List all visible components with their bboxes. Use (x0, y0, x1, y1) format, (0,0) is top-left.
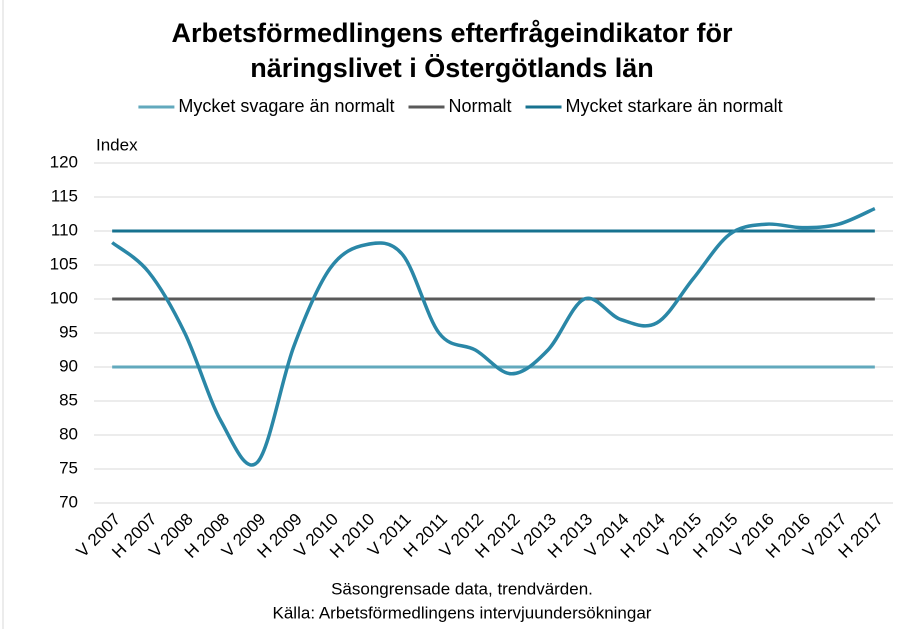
y-axis-label: Index (96, 135, 138, 154)
chart-title: Arbetsförmedlingens efterfrågeindikator … (171, 18, 733, 48)
legend-label: Mycket svagare än normalt (178, 96, 394, 116)
y-tick-label: 90 (59, 356, 78, 375)
line-series (111, 206, 876, 467)
y-tick-label: 115 (51, 186, 78, 205)
legend: Mycket svagare än normalt Normalt Mycket s… (138, 96, 783, 116)
y-tick-label: 100 (50, 288, 78, 307)
legend-label: Normalt (449, 96, 512, 116)
y-tick-label: 70 (59, 492, 78, 511)
y-tick-label: 75 (59, 458, 78, 477)
y-tick-label: 80 (59, 424, 78, 443)
y-tick-label: 95 (59, 322, 78, 341)
footnote: Säsongrensade data, trendvärden. (331, 579, 593, 598)
y-tick-label: 120 (50, 152, 78, 171)
chart-title: näringslivet i Östergötlands län (250, 53, 654, 83)
legend-label: Mycket starkare än normalt (566, 96, 783, 116)
footnote: Källa: Arbetsförmedlingens intervjuunder… (273, 603, 652, 622)
y-tick-label: 110 (51, 220, 78, 239)
y-tick-label: 105 (50, 254, 78, 273)
y-tick-label: 85 (59, 390, 78, 409)
